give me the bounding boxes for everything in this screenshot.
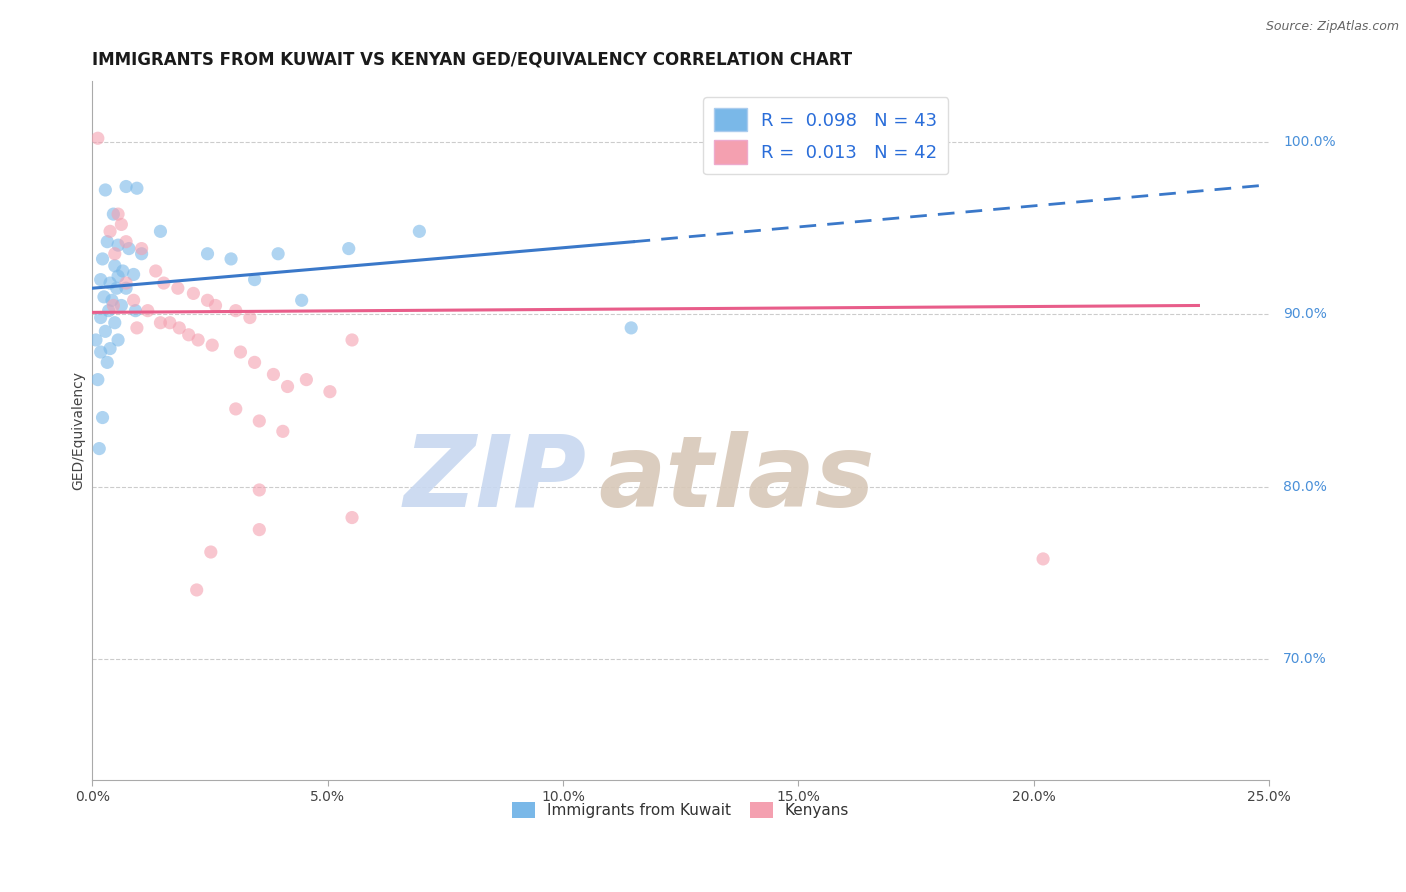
Point [118,242,141,256]
Point [295,373,318,387]
Point [271,425,294,439]
Point [201,338,224,352]
Point [115,276,138,290]
Point [197,246,219,260]
Point [159,316,181,330]
Point [122,268,145,282]
Point [103,298,125,312]
Point [101,293,124,308]
Point [145,264,167,278]
Point [247,414,270,428]
Point [104,316,127,330]
Point [136,303,159,318]
Point [111,264,134,278]
Point [200,545,222,559]
Point [98,342,121,356]
Point [225,303,247,318]
Point [267,246,290,260]
Point [167,281,190,295]
Point [319,384,342,399]
Point [104,246,127,260]
Point [152,276,174,290]
Point [105,281,128,295]
Point [96,355,118,369]
Point [197,293,219,308]
Point [87,131,110,145]
Point [93,290,115,304]
Point [84,333,107,347]
Point [107,269,129,284]
Point [243,355,266,369]
Point [96,235,118,249]
Point [131,242,153,256]
Text: 90.0%: 90.0% [1284,307,1327,321]
Text: Source: ZipAtlas.com: Source: ZipAtlas.com [1265,20,1399,33]
Point [225,401,247,416]
Point [107,238,129,252]
Point [98,276,121,290]
Point [90,272,112,286]
Point [110,298,132,312]
Point [115,179,138,194]
Point [110,218,132,232]
Point [149,224,172,238]
Text: 100.0%: 100.0% [1284,135,1336,149]
Point [340,510,363,524]
Point [103,207,125,221]
Point [87,373,110,387]
Point [229,345,252,359]
Point [219,252,242,266]
Point [131,246,153,260]
Point [90,310,112,325]
Point [89,442,111,456]
Point [169,321,191,335]
Point [94,183,117,197]
Point [125,181,148,195]
Point [97,303,120,318]
Point [247,523,270,537]
Legend: Immigrants from Kuwait, Kenyans: Immigrants from Kuwait, Kenyans [506,797,855,824]
Point [149,316,172,330]
Point [94,324,117,338]
Point [204,298,226,312]
Point [186,582,208,597]
Point [124,303,146,318]
Point [183,286,205,301]
Text: 80.0%: 80.0% [1284,480,1327,493]
Point [187,333,209,347]
Point [243,272,266,286]
Point [340,333,363,347]
Point [337,242,360,256]
Point [125,321,148,335]
Text: 70.0%: 70.0% [1284,652,1327,666]
Point [107,333,129,347]
Point [277,379,299,393]
Text: atlas: atlas [598,431,875,528]
Point [262,368,284,382]
Point [91,410,114,425]
Point [247,483,270,497]
Text: IMMIGRANTS FROM KUWAIT VS KENYAN GED/EQUIVALENCY CORRELATION CHART: IMMIGRANTS FROM KUWAIT VS KENYAN GED/EQU… [93,51,852,69]
Point [122,293,145,308]
Point [115,281,138,295]
Point [239,310,262,325]
Point [115,235,138,249]
Point [1032,552,1054,566]
Point [98,224,121,238]
Point [620,321,643,335]
Point [177,327,200,342]
Point [408,224,430,238]
Point [291,293,314,308]
Y-axis label: GED/Equivalency: GED/Equivalency [72,371,86,490]
Point [90,345,112,359]
Point [91,252,114,266]
Text: ZIP: ZIP [404,431,586,528]
Point [107,207,129,221]
Point [104,259,127,273]
